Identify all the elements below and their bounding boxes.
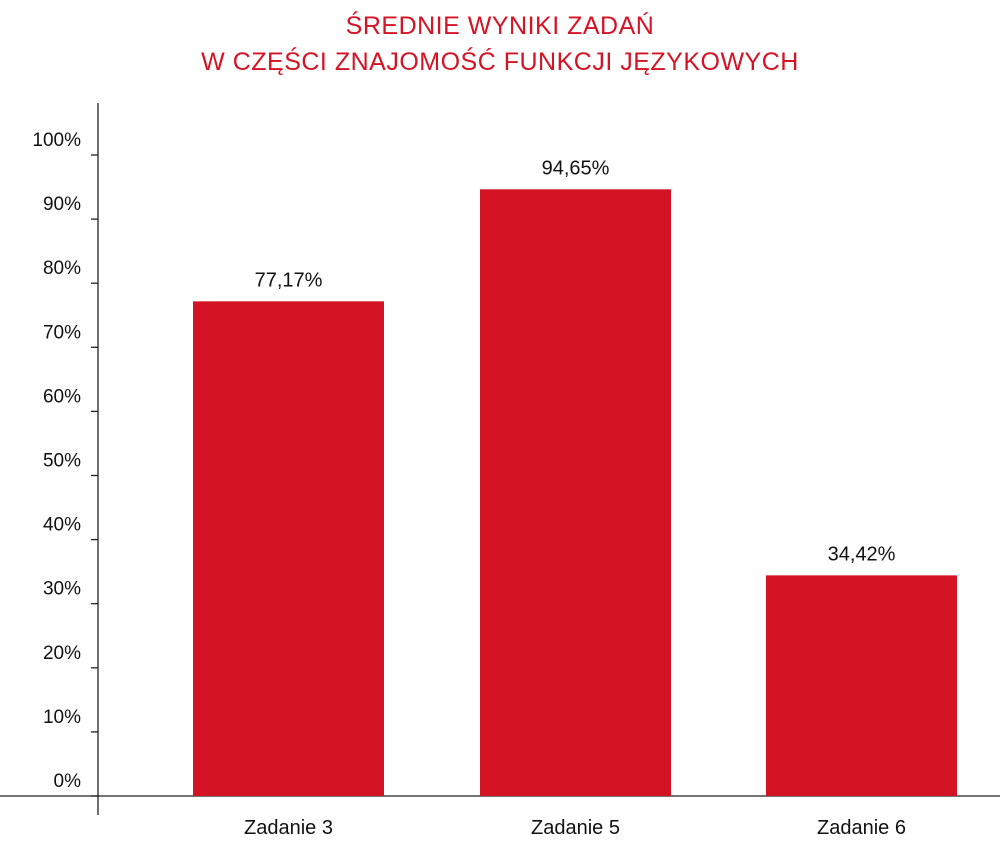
bar-zadanie-6	[766, 575, 957, 796]
value-label: 34,42%	[828, 543, 896, 565]
y-tick-label: 80%	[43, 258, 81, 279]
y-tick-label: 20%	[43, 643, 81, 664]
labels: 77,17% Zadanie 3 94,65% Zadanie 5 34,42% Zada…	[244, 157, 906, 839]
category-label: Zadanie 5	[531, 817, 620, 839]
category-label: Zadanie 3	[244, 817, 333, 839]
y-tick-label: 40%	[43, 515, 81, 536]
y-tick-label: 60%	[43, 386, 81, 407]
y-axis-ticks: 0% 10% 20% 30% 40% 50% 60% 70% 80% 90% 100%	[32, 130, 98, 797]
bars	[193, 189, 957, 796]
value-label: 94,65%	[542, 157, 610, 179]
y-tick-label: 0%	[54, 771, 82, 792]
y-tick-label: 100%	[32, 130, 81, 151]
y-tick-label: 90%	[43, 194, 81, 215]
bar-zadanie-3	[193, 301, 384, 796]
category-label: Zadanie 6	[817, 817, 906, 839]
y-tick-label: 50%	[43, 451, 81, 472]
value-label: 77,17%	[255, 269, 323, 291]
chart-title-line-1: ŚREDNIE WYNIKI ZADAŃ	[345, 12, 655, 40]
y-tick-label: 10%	[43, 707, 81, 728]
y-tick-label: 30%	[43, 579, 81, 600]
chart-title-line-2: W CZĘŚCI ZNAJOMOŚĆ FUNKCJI JĘZYKOWYCH	[201, 48, 799, 76]
bar-zadanie-5	[480, 189, 671, 796]
y-tick-label: 70%	[43, 322, 81, 343]
chart-title: ŚREDNIE WYNIKI ZADAŃ W CZĘŚCI ZNAJOMOŚĆ …	[0, 8, 1000, 80]
